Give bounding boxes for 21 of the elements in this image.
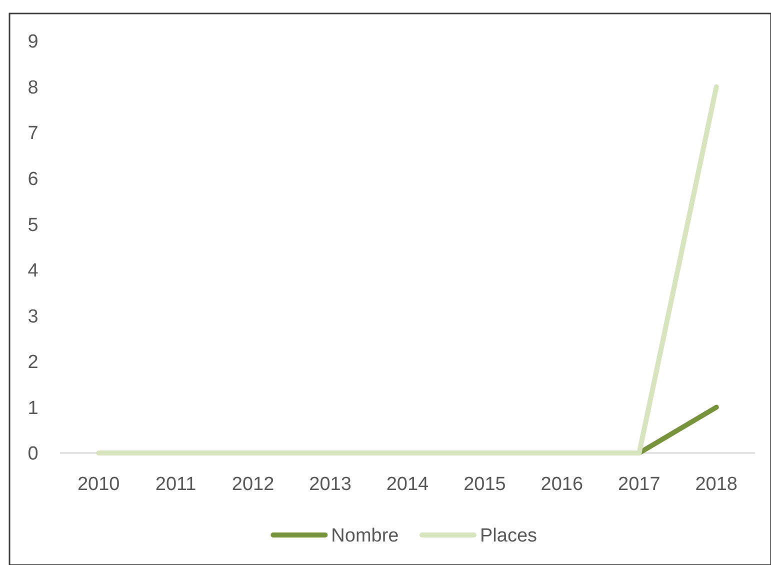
x-tick-label: 2010 <box>77 474 120 495</box>
x-tick-label: 2011 <box>155 474 196 495</box>
y-tick-label: 6 <box>28 168 38 190</box>
y-tick-label: 1 <box>28 398 38 419</box>
legend-label: Nombre <box>331 526 399 547</box>
y-tick-label: 8 <box>28 77 38 98</box>
x-tick-label: 2015 <box>464 474 506 495</box>
x-tick-label: 2012 <box>232 474 274 495</box>
legend-label: Places <box>480 526 538 547</box>
y-tick-label: 9 <box>28 32 38 53</box>
y-tick-label: 3 <box>28 306 38 328</box>
x-tick-label: 2014 <box>386 474 430 495</box>
x-tick-label: 2013 <box>309 474 352 495</box>
y-tick-label: 7 <box>28 123 38 144</box>
y-tick-label: 0 <box>28 444 38 465</box>
y-tick-label: 5 <box>28 214 38 236</box>
x-tick-label: 2016 <box>540 474 584 495</box>
y-tick-label: 4 <box>28 260 39 282</box>
x-tick-label: 2017 <box>618 474 660 495</box>
y-tick-label: 2 <box>28 352 38 374</box>
x-tick-label: 2018 <box>695 474 738 495</box>
